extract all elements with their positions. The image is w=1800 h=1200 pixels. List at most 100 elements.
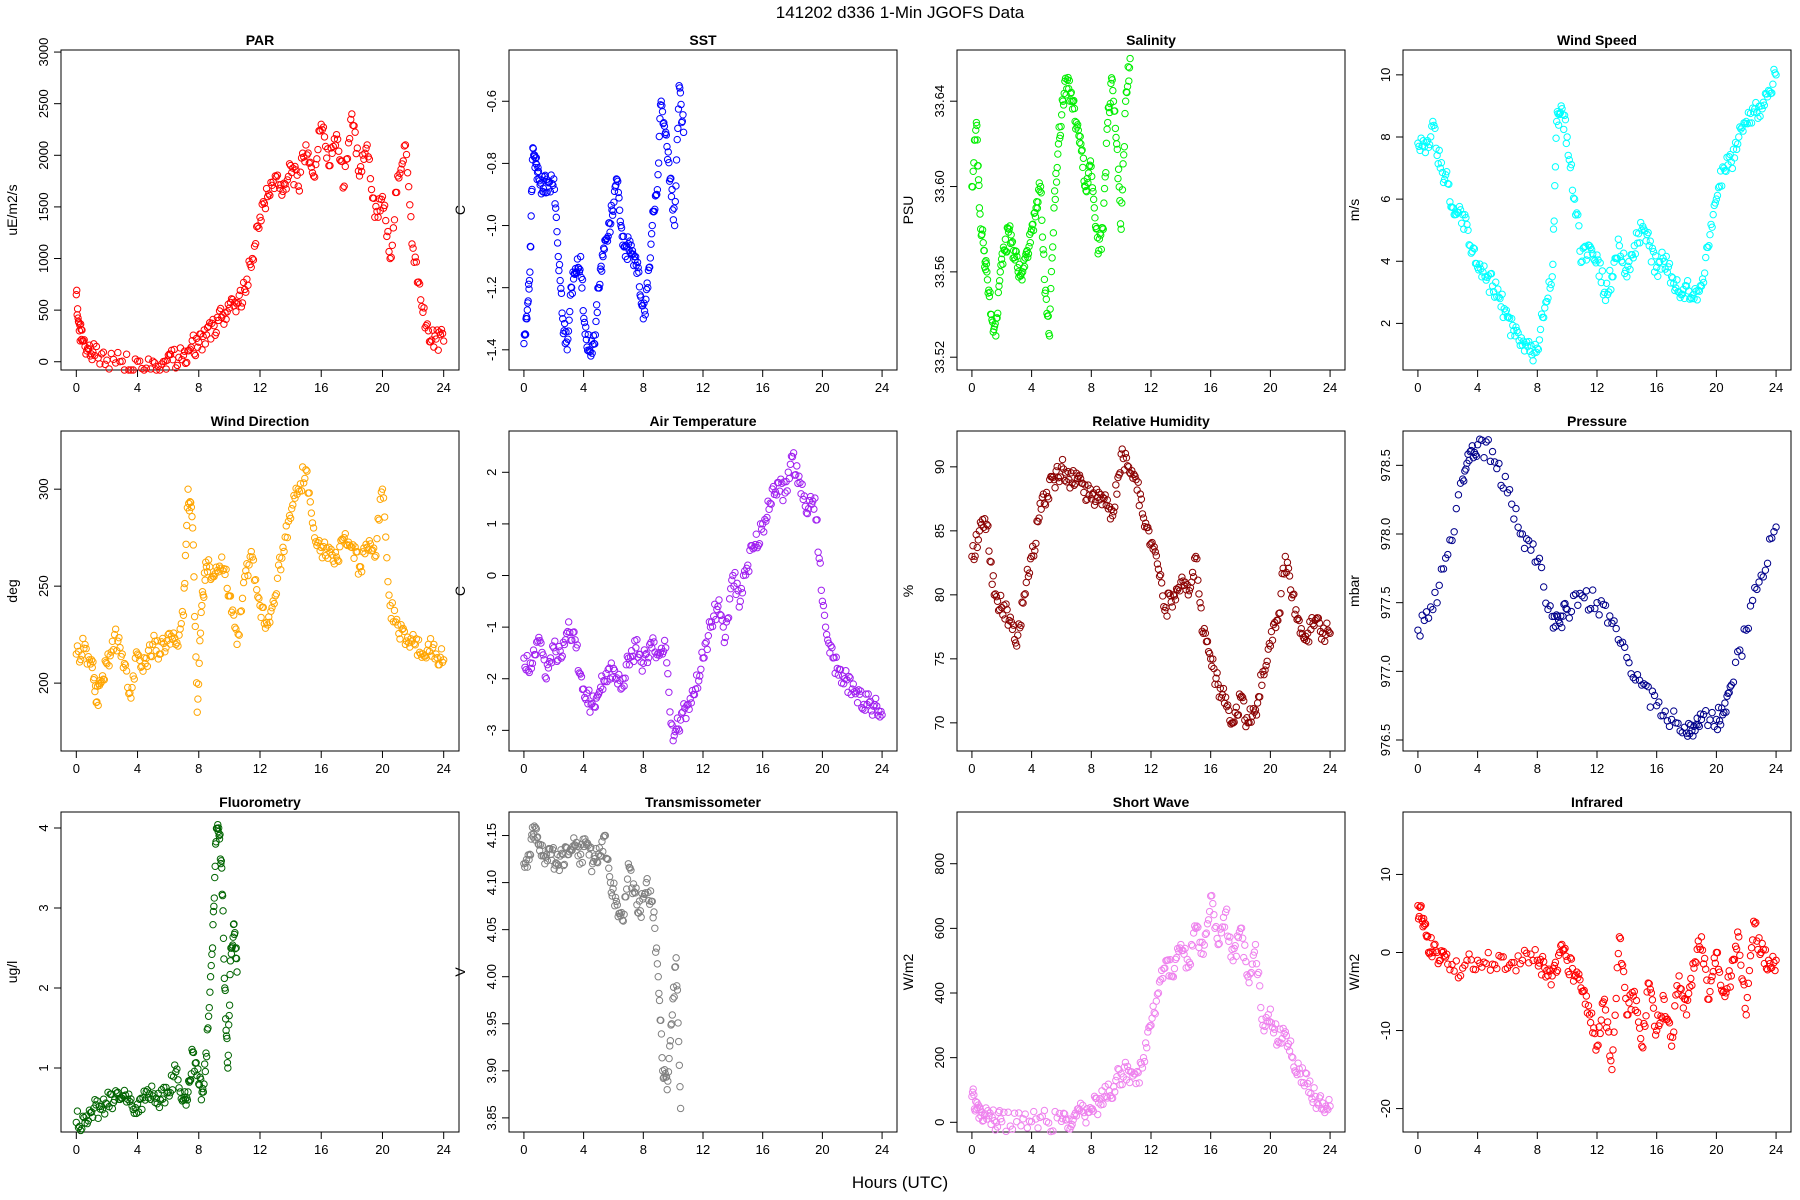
data-point [1118, 199, 1126, 207]
data-point [1188, 568, 1197, 577]
data-point [603, 854, 611, 863]
data-point [343, 154, 352, 163]
data-point [628, 652, 637, 661]
data-point [585, 686, 593, 694]
data-point [1216, 925, 1224, 933]
data-point [653, 185, 662, 194]
data-point [563, 346, 571, 354]
data-point [608, 892, 616, 900]
data-point [1682, 282, 1691, 290]
data-point [175, 1084, 183, 1092]
data-points [520, 449, 886, 745]
y-tick-label: -3 [484, 725, 499, 737]
data-point [1598, 999, 1607, 1008]
data-point [335, 557, 343, 565]
data-point [1448, 960, 1456, 969]
y-tick-label: 1000 [36, 244, 51, 273]
data-point [994, 288, 1003, 297]
data-point [842, 667, 850, 675]
x-tick-label: 0 [968, 761, 975, 776]
data-point [1116, 220, 1125, 228]
data-point [1714, 703, 1723, 712]
data-point [1547, 981, 1555, 989]
data-point [255, 224, 263, 232]
data-point [1495, 951, 1503, 960]
data-point [1722, 708, 1730, 716]
data-point [534, 167, 543, 176]
data-point [1006, 222, 1014, 230]
data-point [873, 702, 881, 710]
data-point [1747, 119, 1756, 127]
data-point [615, 206, 624, 214]
data-point [1436, 164, 1445, 172]
data-point [114, 348, 122, 357]
data-point [1569, 591, 1578, 600]
data-point [1180, 950, 1188, 958]
data-point [150, 1090, 158, 1098]
data-point [642, 878, 650, 887]
data-point [1295, 1065, 1303, 1073]
data-point [983, 520, 991, 529]
data-point [999, 260, 1007, 268]
data-point [1241, 941, 1249, 949]
data-point [198, 601, 206, 610]
data-point [228, 606, 237, 614]
data-point [76, 337, 84, 345]
data-point [341, 162, 349, 171]
data-point [1094, 1110, 1102, 1119]
data-point [1082, 186, 1090, 195]
data-point [1200, 941, 1208, 949]
data-point [1439, 178, 1448, 187]
data-point [339, 184, 347, 192]
data-point [813, 516, 821, 524]
data-point [1079, 154, 1088, 162]
data-point [1765, 960, 1774, 968]
plot-frame [956, 811, 1346, 1133]
data-point [815, 554, 823, 563]
data-point [1702, 253, 1710, 262]
data-point [1574, 601, 1582, 609]
data-point [1316, 1092, 1325, 1100]
data-point [1662, 252, 1670, 261]
data-point [1552, 968, 1561, 976]
data-point [654, 159, 663, 167]
data-point [401, 141, 410, 149]
data-point [584, 700, 592, 708]
data-point [362, 144, 370, 152]
data-point [1612, 994, 1620, 1003]
data-point [526, 268, 534, 276]
data-point [379, 494, 388, 502]
data-point [1067, 469, 1075, 477]
data-point [553, 227, 561, 236]
data-point [1254, 968, 1263, 977]
data-point [736, 597, 745, 606]
data-point [1295, 616, 1303, 625]
data-point [1214, 940, 1222, 949]
data-point [1555, 619, 1564, 627]
plot-frame [508, 811, 898, 1133]
data-point [74, 314, 82, 322]
data-point [1443, 168, 1451, 176]
x-tick-label: 20 [1709, 380, 1723, 395]
data-point [260, 199, 269, 208]
data-point [1745, 966, 1754, 975]
data-point [73, 286, 81, 295]
data-point [973, 121, 981, 130]
data-point [390, 606, 399, 615]
data-point [803, 509, 812, 518]
data-point [412, 258, 421, 266]
data-point [301, 474, 309, 483]
data-point [1744, 624, 1753, 633]
data-point [402, 637, 411, 645]
data-point [634, 909, 643, 917]
data-point [1444, 550, 1452, 559]
data-point [1050, 204, 1058, 212]
data-point [224, 1064, 232, 1072]
data-point [1152, 552, 1161, 560]
data-point [1753, 585, 1761, 594]
data-point [532, 153, 540, 162]
data-point [1593, 251, 1601, 259]
data-point [199, 1084, 207, 1093]
data-point [197, 1096, 206, 1104]
